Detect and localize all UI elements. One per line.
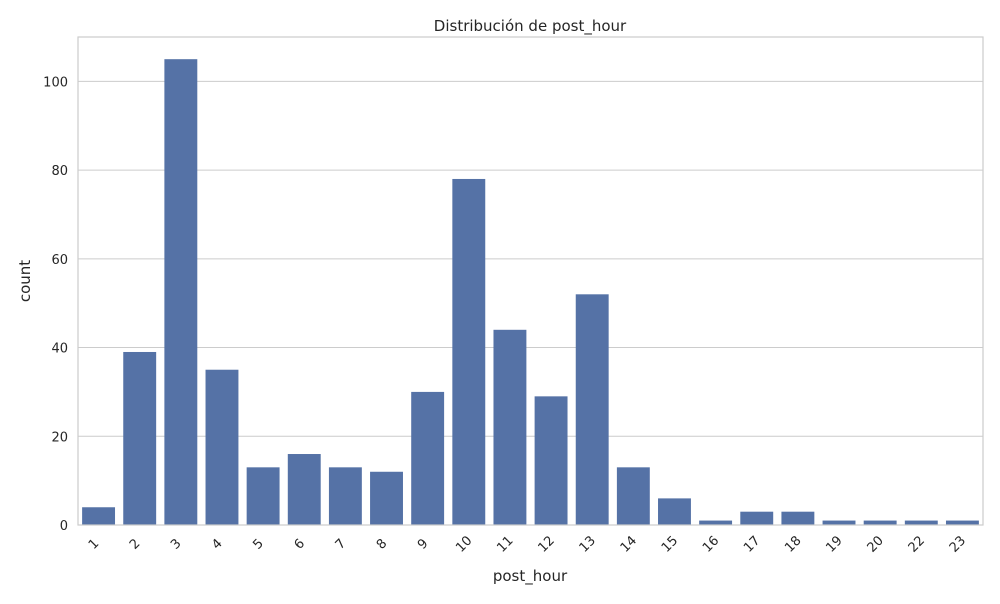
x-tick-label: 15 <box>659 533 681 555</box>
x-tick-label: 1 <box>86 536 102 552</box>
bar-3 <box>164 59 198 525</box>
bar-13 <box>575 294 609 525</box>
x-tick-label: 2 <box>127 536 143 552</box>
x-tick-label: 19 <box>823 533 845 555</box>
y-tick-label: 80 <box>51 164 68 179</box>
bar-18 <box>781 511 815 525</box>
x-tick-label: 12 <box>535 533 557 555</box>
bar-9 <box>411 391 445 525</box>
bar-14 <box>616 467 650 525</box>
bar-12 <box>534 396 568 525</box>
x-tick-label: 22 <box>906 533 928 555</box>
x-tick-label: 11 <box>494 533 516 555</box>
bar-19 <box>822 520 856 525</box>
bar-23 <box>945 520 979 525</box>
x-tick-label: 4 <box>209 536 225 552</box>
x-tick-labels: 1 2 3 4 5 6 7 8 9 10 11 12 13 14 15 16 17 18 19 20 22 23 <box>86 533 969 555</box>
chart-title: Distribución de post_hour <box>434 17 627 36</box>
x-tick-label: 14 <box>618 533 640 555</box>
bar-2 <box>123 351 157 525</box>
bar-20 <box>863 520 897 525</box>
x-tick-label: 7 <box>333 536 349 552</box>
plot-frame <box>77 36 984 526</box>
bar-7 <box>328 467 362 525</box>
y-tick-label: 20 <box>51 430 68 445</box>
bar-16 <box>699 520 733 525</box>
x-tick-label: 8 <box>374 536 390 552</box>
bar-8 <box>370 471 403 525</box>
x-tick-label: 3 <box>168 536 184 552</box>
x-tick-label: 16 <box>700 533 722 555</box>
x-tick-label: 20 <box>865 533 887 555</box>
bar-17 <box>740 511 774 525</box>
x-tick-label: 6 <box>292 536 308 552</box>
y-tick-label: 60 <box>51 253 68 268</box>
bar-10 <box>452 178 486 526</box>
bar-22 <box>904 520 938 525</box>
x-tick-label: 17 <box>741 533 763 555</box>
bars-group <box>82 59 979 526</box>
bar-11 <box>493 329 527 525</box>
bar-4 <box>205 369 239 525</box>
x-tick-label: 13 <box>577 533 599 555</box>
x-tick-label: 18 <box>782 533 804 555</box>
y-axis-label: count <box>16 260 34 302</box>
x-axis-label: post_hour <box>493 567 568 586</box>
x-tick-label: 23 <box>947 533 969 555</box>
x-tick-label: 10 <box>453 533 475 555</box>
bar-5 <box>246 467 280 525</box>
bar-15 <box>658 498 691 525</box>
y-tick-label: 100 <box>43 75 68 90</box>
bar-6 <box>287 454 321 525</box>
y-tick-labels: 0 20 40 60 80 100 <box>43 75 68 534</box>
x-tick-label: 5 <box>250 536 266 552</box>
bar-1 <box>82 507 116 525</box>
x-tick-label: 9 <box>415 536 431 552</box>
y-tick-label: 0 <box>60 519 68 534</box>
y-tick-label: 40 <box>51 342 68 357</box>
